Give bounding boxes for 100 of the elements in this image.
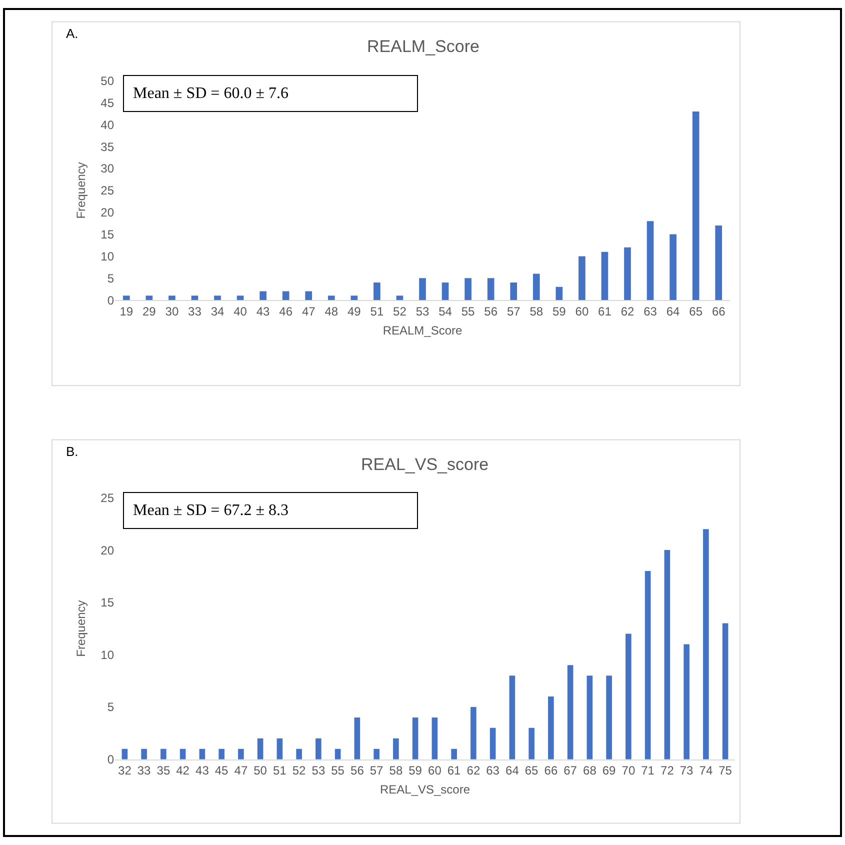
x-tick-label: 51: [370, 304, 384, 318]
x-tick-label: 56: [350, 764, 364, 778]
x-tick-label: 40: [234, 304, 248, 318]
chart-title: REALM_Score: [367, 37, 480, 56]
x-tick-label: 62: [620, 304, 634, 318]
bar: [664, 550, 670, 760]
x-tick-label: 57: [506, 304, 521, 318]
bar: [692, 111, 700, 300]
x-tick-label: 59: [552, 304, 566, 318]
text: B.: [66, 444, 78, 459]
x-axis-title: REALM_Score: [382, 323, 463, 338]
x-tick-label: 52: [393, 304, 407, 318]
bar: [199, 748, 206, 760]
x-tick-label: 48: [324, 304, 338, 318]
y-tick-label: 10: [100, 249, 114, 264]
bar: [276, 738, 283, 760]
x-tick-label: 58: [530, 304, 544, 318]
bar: [412, 717, 418, 760]
x-tick-label: 47: [234, 764, 248, 778]
y-tick-label: 25: [100, 490, 114, 505]
x-tick-label: 61: [447, 764, 462, 778]
x-tick-label: 58: [389, 764, 403, 778]
x-tick-label: 29: [142, 304, 156, 318]
x-tick-label: 61: [598, 304, 612, 318]
x-tick-label: 67: [564, 764, 578, 778]
x-tick-label: 68: [583, 764, 597, 778]
bar: [146, 296, 153, 300]
y-tick-label: 20: [100, 543, 114, 558]
bar: [528, 728, 534, 760]
bar: [464, 278, 472, 300]
bar: [487, 278, 494, 300]
y-tick-label: 10: [100, 648, 114, 662]
bar: [238, 748, 244, 760]
y-tick-label: 0: [107, 293, 114, 308]
y-tick-label: 45: [100, 96, 114, 110]
x-tick-label: 33: [137, 764, 152, 778]
bar: [470, 707, 476, 760]
x-tick-label: 45: [214, 764, 229, 778]
y-tick-label: 50: [100, 74, 114, 88]
annotation: Mean ± SD = 67.2 ± 8.3: [133, 502, 408, 519]
x-tick-label: 65: [524, 764, 539, 778]
x-tick-label: 46: [279, 304, 293, 318]
bar: [168, 296, 176, 300]
bar: [236, 296, 244, 300]
x-tick-label: 32: [118, 764, 132, 778]
bar: [334, 748, 341, 760]
x-tick-label: 66: [544, 764, 558, 778]
x-tick-label: 72: [660, 764, 674, 778]
x-tick-label: 30: [165, 304, 179, 318]
bar: [684, 644, 690, 760]
bar: [601, 252, 608, 300]
bar: [374, 282, 380, 300]
bar: [141, 748, 147, 760]
x-tick-label: 19: [120, 304, 134, 318]
x-axis-title: REAL_VS_score: [380, 782, 470, 797]
bar: [328, 296, 335, 300]
bar: [180, 748, 186, 760]
x-tick-label: 53: [312, 764, 326, 778]
y-axis-title: Frequency: [74, 600, 88, 657]
bar: [715, 225, 722, 300]
x-tick-label: 64: [506, 764, 520, 778]
x-tick-label: 65: [689, 304, 703, 318]
bar: [122, 296, 130, 300]
x-tick-label: 53: [416, 304, 430, 318]
y-tick-label: 5: [107, 700, 114, 714]
x-tick-label: 47: [302, 304, 316, 318]
y-tick-label: 0: [107, 752, 114, 767]
bar: [282, 291, 290, 300]
bar: [160, 748, 166, 760]
x-tick-label: 49: [347, 304, 362, 318]
x-tick-label: 60: [575, 304, 589, 318]
bar: [260, 291, 266, 300]
x-tick-label: 75: [718, 764, 732, 778]
y-tick-label: 30: [100, 162, 114, 176]
bar: [703, 529, 709, 760]
bar: [419, 278, 426, 300]
x-tick-label: 60: [428, 764, 442, 778]
bar: [578, 256, 586, 300]
bar: [644, 570, 651, 760]
x-tick-label: 33: [188, 304, 202, 318]
x-tick-label: 34: [210, 304, 224, 318]
x-tick-label: 43: [196, 764, 210, 778]
y-axis-title: Frequency: [74, 162, 88, 219]
text: A.: [66, 26, 78, 41]
x-tick-label: 59: [408, 764, 422, 778]
bar: [305, 291, 312, 300]
bar: [556, 286, 563, 300]
x-tick-label: 64: [666, 304, 680, 318]
bar: [510, 282, 518, 300]
x-tick-label: 55: [331, 764, 345, 778]
bar: [214, 296, 221, 300]
bar: [606, 676, 612, 760]
x-tick-label: 42: [176, 764, 190, 778]
bar: [451, 748, 457, 760]
chart-title: REAL_VS_score: [361, 455, 489, 474]
bar: [548, 696, 554, 760]
y-tick-label: 15: [100, 227, 114, 242]
x-tick-label: 43: [256, 304, 270, 318]
bar: [509, 676, 516, 760]
bar: [670, 234, 676, 300]
